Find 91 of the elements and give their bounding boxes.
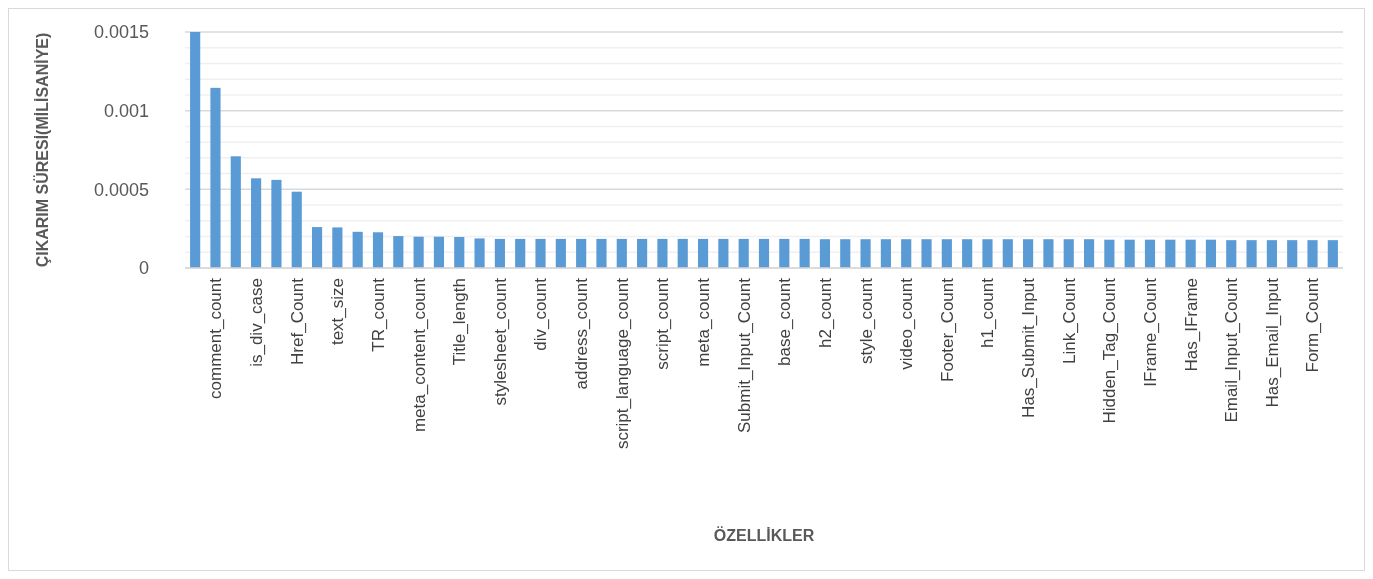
bar <box>1287 240 1298 268</box>
x-tick-label: IFrame_Count <box>1140 277 1160 387</box>
bar <box>555 238 566 268</box>
bar <box>1023 239 1034 268</box>
bar <box>738 238 749 268</box>
x-tick-label: Footer_Count <box>937 277 957 382</box>
x-tick-label: script_language_count <box>612 277 632 450</box>
x-tick-label: div_count <box>531 277 551 351</box>
bar <box>1205 239 1217 268</box>
x-tick-label: Has_Submit_Input <box>1019 277 1039 418</box>
bar <box>1327 240 1338 268</box>
bar <box>657 238 668 268</box>
x-tick-label: Has_Email_Input <box>1262 277 1282 408</box>
bar <box>291 191 302 268</box>
bar <box>799 238 810 268</box>
y-tick-label: 0 <box>138 258 149 279</box>
bar <box>860 239 871 268</box>
bar <box>352 231 363 268</box>
y-tick-label: 0.001 <box>103 100 149 121</box>
bar <box>1165 239 1176 268</box>
bar <box>1185 239 1196 268</box>
bar <box>515 238 526 268</box>
x-axis-title: ÖZELLİKLER <box>713 526 815 544</box>
bar <box>1307 240 1318 268</box>
bar <box>779 238 790 268</box>
bar <box>494 238 505 268</box>
bar <box>454 237 465 268</box>
x-tick-label: style_count <box>856 277 876 364</box>
x-tick-label: h1_count <box>978 277 998 348</box>
x-tick-label: is_div_case <box>247 278 267 367</box>
x-tick-label: meta_count <box>694 277 713 367</box>
bar <box>962 239 973 268</box>
x-tick-label: text_size <box>328 278 348 346</box>
bar <box>921 239 932 268</box>
bar <box>433 236 445 268</box>
bar <box>840 239 851 268</box>
x-tick-label: h2_count <box>815 277 835 348</box>
bar <box>393 236 404 268</box>
bar <box>413 236 424 268</box>
bar <box>311 227 323 268</box>
x-tick-label: comment_count <box>206 277 226 399</box>
bar <box>251 178 262 268</box>
bar <box>677 238 688 268</box>
x-tick-label: Submit_Input_Count <box>734 277 754 433</box>
x-tick-label: address_count <box>572 277 592 390</box>
y-tick-label: 0.0005 <box>93 179 149 200</box>
bar <box>697 238 709 268</box>
bar <box>880 239 891 268</box>
x-tick-label: TR_count <box>368 277 388 352</box>
x-tick-label: meta_content_count <box>409 277 429 433</box>
bar <box>332 227 343 268</box>
x-tick-label: Has_IFrame <box>1181 278 1201 372</box>
x-tick-label: Title_length <box>450 278 470 366</box>
bar <box>1063 239 1074 268</box>
bar <box>596 238 607 268</box>
y-tick-label: 0.0015 <box>93 22 149 43</box>
x-tick-label: Link_Count <box>1059 277 1079 365</box>
bar <box>230 156 241 268</box>
bar <box>535 238 546 268</box>
bar <box>1144 239 1156 268</box>
bar <box>901 239 912 268</box>
bar <box>1043 239 1054 268</box>
bar <box>210 87 221 268</box>
bar <box>271 179 282 268</box>
bar <box>1246 240 1257 268</box>
bar <box>1226 240 1237 268</box>
x-tick-label: base_count <box>775 277 795 366</box>
x-tick-label: Hidden_Tag_Count <box>1100 277 1120 424</box>
y-axis-title: ÇIKARIM SÜRESİ(MİLİSANİYE) <box>33 32 51 268</box>
bar <box>474 238 485 268</box>
bar <box>819 239 831 268</box>
bar <box>1124 239 1135 268</box>
bar <box>1002 239 1013 268</box>
bar <box>758 238 770 268</box>
bar <box>190 32 201 268</box>
bar <box>372 232 384 268</box>
x-tick-label: Href_Count <box>287 277 307 365</box>
x-tick-label: Form_Count <box>1303 277 1323 373</box>
bar <box>1266 240 1277 268</box>
x-tick-label: stylesheet_count <box>490 277 510 406</box>
bar <box>637 238 648 268</box>
bar <box>1104 239 1115 268</box>
bar <box>616 238 627 268</box>
x-tick-label: script_count <box>653 277 673 370</box>
x-tick-label: Email_Input_Count <box>1222 277 1242 423</box>
bar <box>576 238 587 268</box>
bar <box>982 239 993 268</box>
bar <box>1083 239 1095 268</box>
bar <box>718 238 729 268</box>
x-tick-label: video_count <box>897 277 917 370</box>
bar <box>941 239 952 268</box>
